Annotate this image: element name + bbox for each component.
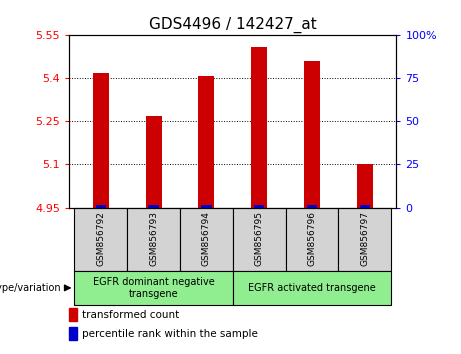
- Bar: [199, 75, 214, 207]
- Bar: [360, 206, 370, 207]
- Text: GSM856795: GSM856795: [254, 211, 264, 266]
- Bar: [357, 165, 372, 207]
- Bar: [69, 308, 77, 321]
- Bar: [251, 47, 267, 207]
- Bar: [180, 207, 233, 271]
- Bar: [127, 207, 180, 271]
- Bar: [74, 271, 233, 305]
- Bar: [233, 207, 286, 271]
- Bar: [338, 207, 391, 271]
- Bar: [74, 207, 127, 271]
- Text: EGFR activated transgene: EGFR activated transgene: [248, 283, 376, 293]
- Title: GDS4496 / 142427_at: GDS4496 / 142427_at: [149, 16, 317, 33]
- Text: GSM856797: GSM856797: [361, 211, 369, 266]
- Bar: [233, 271, 391, 305]
- Text: transformed count: transformed count: [82, 309, 179, 320]
- Bar: [201, 206, 212, 207]
- Text: EGFR dominant negative
transgene: EGFR dominant negative transgene: [93, 277, 214, 299]
- Text: percentile rank within the sample: percentile rank within the sample: [82, 329, 258, 339]
- Text: GSM856793: GSM856793: [149, 211, 158, 266]
- Text: genotype/variation: genotype/variation: [0, 283, 61, 293]
- Text: GSM856794: GSM856794: [202, 211, 211, 266]
- Bar: [69, 327, 77, 340]
- Bar: [148, 206, 159, 207]
- Bar: [307, 206, 317, 207]
- Bar: [96, 206, 106, 207]
- Text: GSM856792: GSM856792: [96, 211, 105, 266]
- Bar: [146, 116, 161, 207]
- Bar: [286, 207, 338, 271]
- Bar: [304, 61, 320, 207]
- Bar: [93, 73, 109, 207]
- Bar: [254, 206, 264, 207]
- Text: GSM856796: GSM856796: [307, 211, 317, 266]
